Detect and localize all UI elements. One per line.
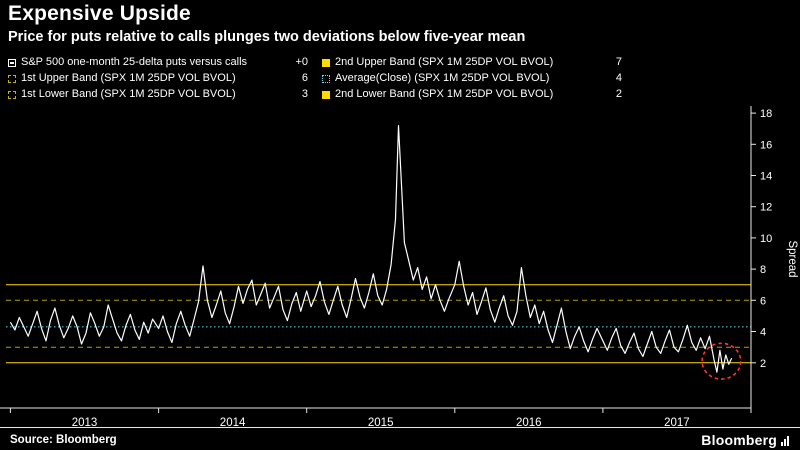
y-tick-label: 4 <box>760 327 766 339</box>
y-tick-label: 10 <box>760 233 772 245</box>
footer-divider <box>0 427 800 428</box>
chart-subtitle: Price for puts relative to calls plunges… <box>8 29 526 45</box>
x-tick-label: 2015 <box>368 417 394 429</box>
legend-item[interactable]: 2nd Upper Band (SPX 1M 25DP VOL BVOL) 7 <box>322 56 622 69</box>
highlight-circle-annotation <box>701 342 742 380</box>
y-tick-label: 8 <box>760 264 766 276</box>
legend-item[interactable]: S&P 500 one-month 25-delta puts versus c… <box>8 56 308 69</box>
bloomberg-logo: Bloomberg <box>701 432 790 448</box>
x-tick-label: 2014 <box>220 417 246 429</box>
legend-label: 2nd Upper Band (SPX 1M 25DP VOL BVOL) <box>335 56 554 68</box>
legend: S&P 500 one-month 25-delta puts versus c… <box>8 56 626 101</box>
legend-value: 6 <box>301 72 308 84</box>
legend-label: 1st Upper Band (SPX 1M 25DP VOL BVOL) <box>21 72 236 84</box>
y-tick-label: 2 <box>760 358 766 370</box>
x-tick-label: 2013 <box>72 417 98 429</box>
legend-value: +0 <box>295 56 308 68</box>
bloomberg-wordmark: Bloomberg <box>701 431 777 448</box>
y-tick-label: 18 <box>760 108 772 120</box>
legend-value: 7 <box>615 56 622 68</box>
legend-marker-icon <box>8 90 16 99</box>
source-label: Source: Bloomberg <box>10 433 117 446</box>
legend-item[interactable]: 1st Lower Band (SPX 1M 25DP VOL BVOL) 3 <box>8 88 308 101</box>
legend-item[interactable]: 1st Upper Band (SPX 1M 25DP VOL BVOL) 6 <box>8 72 308 85</box>
x-tick-label: 2017 <box>664 417 690 429</box>
y-tick-label: 16 <box>760 139 772 151</box>
legend-value: 4 <box>615 72 622 84</box>
legend-label: S&P 500 one-month 25-delta puts versus c… <box>21 56 248 68</box>
legend-marker-icon <box>322 90 330 99</box>
series-line <box>9 125 733 373</box>
y-tick-label: 6 <box>760 295 766 307</box>
legend-marker-icon <box>8 74 16 83</box>
legend-item[interactable]: 2nd Lower Band (SPX 1M 25DP VOL BVOL) 2 <box>322 88 622 101</box>
y-tick-label: 14 <box>760 171 772 183</box>
legend-marker-icon <box>322 58 330 67</box>
y-tick-label: 12 <box>760 202 772 214</box>
y-axis-title: Spread <box>786 240 798 277</box>
footer: Source: Bloomberg Bloomberg <box>0 429 800 450</box>
price-chart[interactable]: 2 4 6 8 10 12 14 16 18 2013 2014 2015 2016 2017 Spread <box>0 100 800 430</box>
legend-item[interactable]: Average(Close) (SPX 1M 25DP VOL BVOL) 4 <box>322 72 622 85</box>
page-title: Expensive Upside <box>8 2 191 25</box>
bar-chart-icon <box>781 435 790 446</box>
legend-value: 2 <box>615 88 622 100</box>
legend-marker-icon <box>322 74 330 83</box>
legend-marker-icon <box>8 58 16 67</box>
x-tick-label: 2016 <box>516 417 542 429</box>
legend-value: 3 <box>301 88 308 100</box>
legend-label: Average(Close) (SPX 1M 25DP VOL BVOL) <box>335 72 550 84</box>
